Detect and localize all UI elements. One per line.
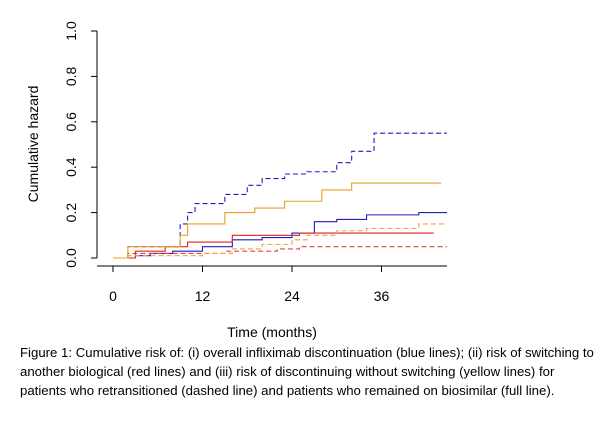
x-tick-label: 24 (284, 288, 300, 304)
y-tick-label: 1.0 (63, 21, 79, 41)
x-tick-label: 0 (109, 288, 117, 304)
y-tick-label: 0.0 (63, 248, 79, 268)
series-line-solid (113, 232, 434, 259)
x-tick-label: 36 (374, 288, 390, 304)
series-line-dashed (113, 132, 447, 259)
x-tick-label: 12 (195, 288, 211, 304)
figure-caption: Figure 1: Cumulative risk of: (i) overal… (20, 345, 594, 398)
x-axis-label: Time (months) (227, 324, 317, 340)
y-axis-label: Cumulative hazard (25, 86, 41, 203)
series-line-dashed (113, 246, 447, 259)
axes: 0 12 24 36 0.0 0.2 0.4 0.6 0.8 1.0 (63, 21, 447, 304)
y-tick-label: 0.2 (63, 203, 79, 223)
series-layer (113, 132, 447, 259)
y-tick-label: 0.6 (63, 112, 79, 132)
series-line-dashed (113, 223, 447, 259)
y-tick-label: 0.4 (63, 157, 79, 177)
cumulative-hazard-chart: 0 12 24 36 0.0 0.2 0.4 0.6 0.8 1.0 Cumulative haz… (25, 21, 447, 340)
series-line-solid (113, 182, 442, 259)
y-tick-label: 0.8 (63, 66, 79, 86)
